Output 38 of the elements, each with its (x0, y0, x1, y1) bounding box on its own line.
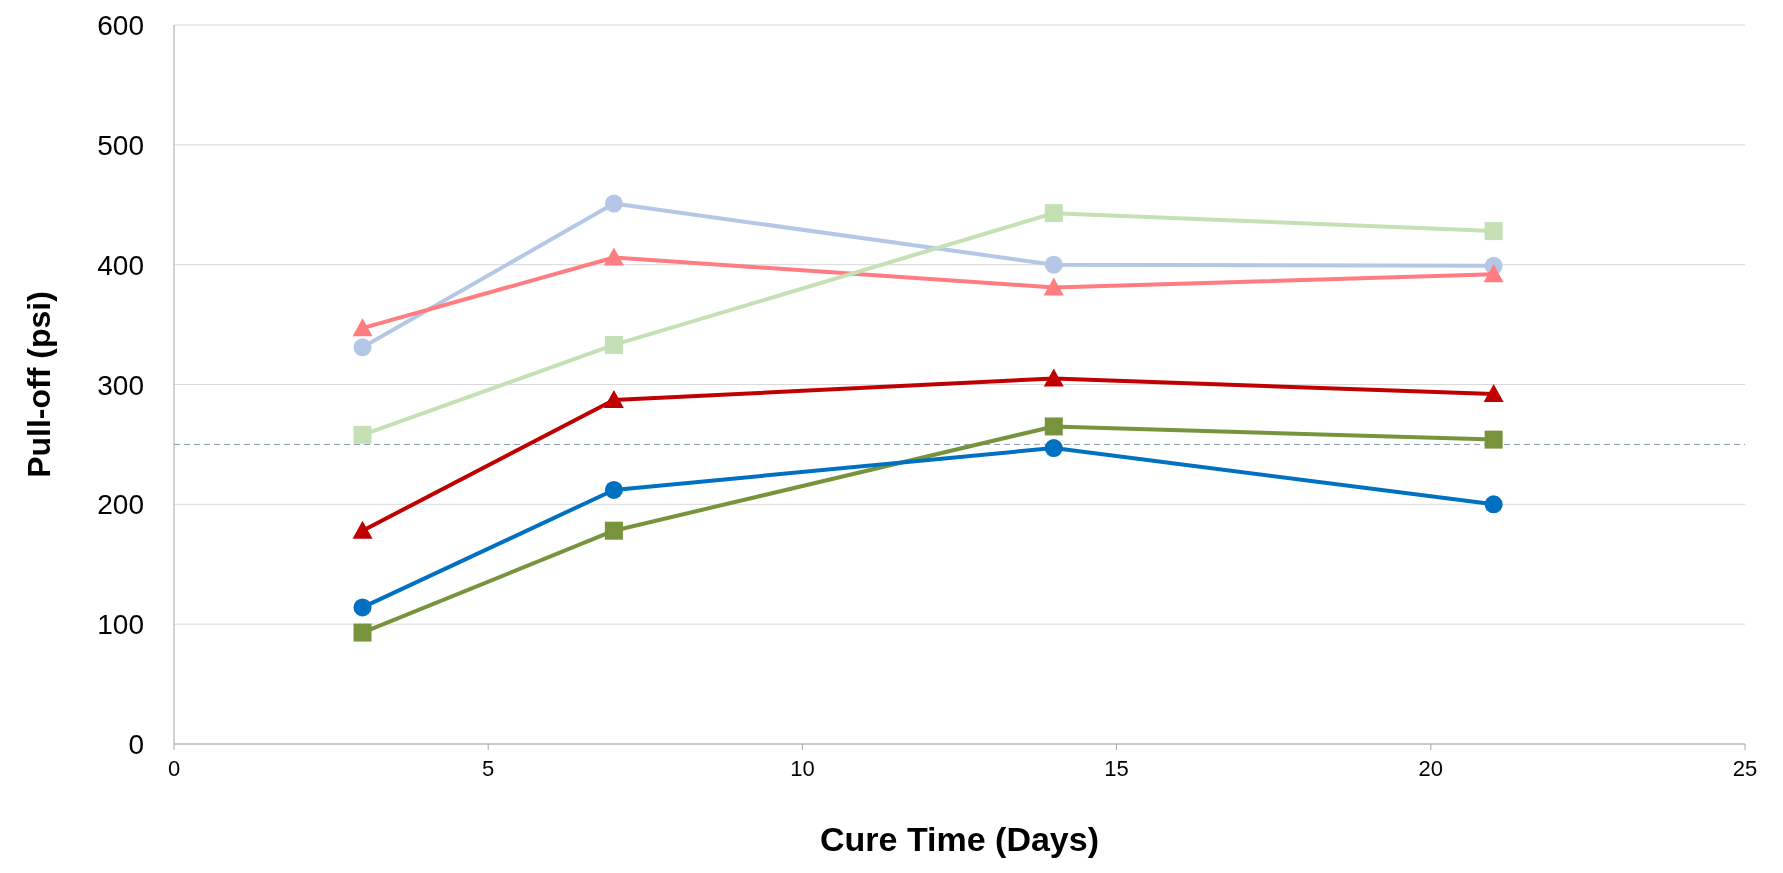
point (1484, 495, 1503, 514)
point (1484, 222, 1503, 241)
point (353, 338, 372, 357)
y-tick-label: 400 (97, 249, 144, 281)
point (604, 521, 623, 540)
x-tick-label: 25 (1732, 756, 1758, 781)
point (353, 598, 372, 617)
y-axis-title: Pull-off (psi) (21, 291, 57, 478)
point (604, 480, 623, 499)
point (1044, 255, 1063, 274)
point (1483, 264, 1504, 283)
point (1044, 204, 1063, 223)
x-tick-label: 20 (1418, 756, 1444, 781)
point (604, 194, 623, 213)
x-tick-label: 15 (1104, 756, 1129, 781)
point (603, 390, 624, 409)
y-tick-label: 600 (97, 10, 144, 41)
point (1483, 384, 1504, 403)
y-tick-label: 100 (97, 609, 144, 641)
point (353, 425, 372, 444)
y-tick-label: 200 (97, 489, 144, 521)
x-axis-title: Cure Time (Days) (819, 820, 1100, 858)
point (352, 520, 373, 539)
y-tick-label: 0 (128, 729, 144, 760)
x-tick-label: 5 (482, 756, 495, 781)
x-tick-label: 0 (167, 756, 181, 781)
y-tick-label: 500 (97, 129, 144, 161)
point (1043, 368, 1064, 387)
point (1044, 439, 1063, 458)
point (604, 335, 623, 354)
point (1484, 430, 1503, 449)
y-tick-label: 300 (97, 369, 144, 401)
point (353, 623, 372, 642)
point (352, 318, 373, 337)
point (1043, 277, 1064, 296)
point (1044, 417, 1063, 436)
point (603, 247, 624, 266)
x-tick-label: 10 (790, 756, 815, 781)
